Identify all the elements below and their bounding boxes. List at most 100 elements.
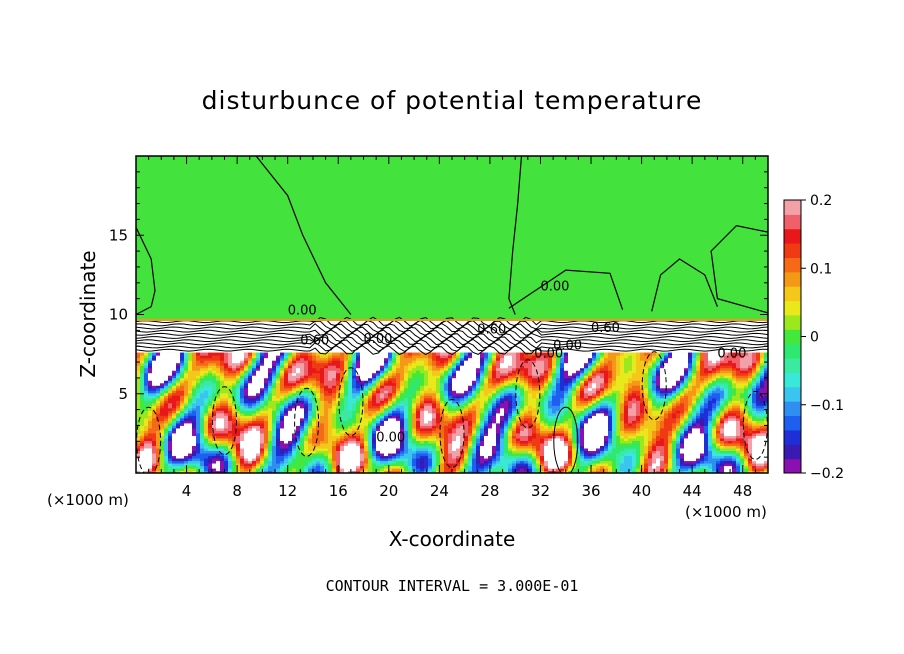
field-cell xyxy=(260,375,265,379)
field-cell xyxy=(548,377,553,381)
field-cell xyxy=(200,365,205,369)
field-cell xyxy=(344,442,349,446)
field-cell xyxy=(512,435,517,439)
field-cell xyxy=(500,422,505,426)
field-cell xyxy=(284,390,289,394)
field-cell xyxy=(488,422,493,426)
field-cell xyxy=(240,412,245,416)
field-cell xyxy=(540,435,545,439)
field-cell xyxy=(156,440,161,444)
field-cell xyxy=(316,370,321,374)
field-cell xyxy=(460,390,465,394)
field-cell xyxy=(144,377,149,381)
field-cell xyxy=(472,365,477,369)
field-cell xyxy=(544,447,549,452)
field-cell xyxy=(220,362,225,366)
field-cell xyxy=(392,425,397,429)
field-cell xyxy=(400,445,405,449)
field-cell xyxy=(424,362,429,366)
field-cell xyxy=(384,427,389,431)
field-cell xyxy=(240,355,245,359)
field-cell xyxy=(368,440,373,444)
field-cell xyxy=(360,470,365,473)
field-cell xyxy=(384,430,389,434)
field-cell xyxy=(372,392,377,396)
field-cell xyxy=(136,427,141,431)
field-cell xyxy=(268,470,273,473)
field-cell xyxy=(360,417,365,421)
field-cell xyxy=(528,370,533,374)
field-cell xyxy=(256,400,261,404)
field-cell xyxy=(400,452,405,457)
field-cell xyxy=(420,435,425,439)
field-cell xyxy=(428,382,433,386)
field-cell xyxy=(488,447,493,452)
field-cell xyxy=(408,425,413,429)
field-cell xyxy=(272,440,277,444)
field-cell xyxy=(212,360,217,364)
field-cell xyxy=(388,395,393,399)
field-cell xyxy=(172,355,177,359)
field-cell xyxy=(216,447,221,452)
field-cell xyxy=(360,445,365,449)
field-cell xyxy=(536,382,541,386)
field-cell xyxy=(464,437,469,441)
field-cell xyxy=(416,432,421,436)
field-cell xyxy=(532,415,537,419)
field-cell xyxy=(260,445,265,449)
field-cell xyxy=(168,387,173,391)
field-cell xyxy=(508,427,513,431)
field-cell xyxy=(328,395,333,399)
field-cell xyxy=(348,392,353,396)
field-cell xyxy=(400,470,405,473)
field-cell xyxy=(280,415,285,419)
field-cell xyxy=(436,397,441,401)
field-cell xyxy=(504,382,509,386)
field-cell xyxy=(160,447,165,452)
field-cell xyxy=(212,450,217,454)
field-cell xyxy=(188,435,193,439)
field-cell xyxy=(420,400,425,404)
field-cell xyxy=(356,467,361,472)
field-cell xyxy=(520,365,525,369)
field-cell xyxy=(528,415,533,419)
field-cell xyxy=(276,412,281,416)
field-cell xyxy=(180,450,185,454)
field-cell xyxy=(216,437,221,441)
field-cell xyxy=(140,377,145,381)
field-cell xyxy=(268,380,273,384)
field-cell xyxy=(504,397,509,401)
field-cell xyxy=(188,432,193,436)
field-cell xyxy=(228,397,233,401)
field-cell xyxy=(184,422,189,426)
field-cell xyxy=(464,372,469,376)
field-cell xyxy=(532,390,537,394)
field-cell xyxy=(364,360,369,364)
field-cell xyxy=(156,447,161,452)
field-cell xyxy=(172,430,177,434)
field-cell xyxy=(420,430,425,434)
field-cell xyxy=(384,397,389,401)
field-cell xyxy=(272,445,277,449)
field-cell xyxy=(352,470,357,473)
field-cell xyxy=(272,422,277,426)
field-cell xyxy=(328,467,333,472)
field-cell xyxy=(440,372,445,376)
field-cell xyxy=(144,385,149,389)
field-cell xyxy=(208,437,213,441)
field-cell xyxy=(172,405,177,409)
field-cell xyxy=(312,400,317,404)
field-cell xyxy=(332,407,337,411)
field-cell xyxy=(324,370,329,374)
field-cell xyxy=(184,427,189,431)
field-cell xyxy=(432,382,437,386)
field-cell xyxy=(364,470,369,473)
field-cell xyxy=(216,462,221,467)
field-cell xyxy=(492,432,497,436)
field-cell xyxy=(280,385,285,389)
field-cell xyxy=(300,402,305,406)
field-cell xyxy=(444,447,449,452)
field-cell xyxy=(400,432,405,436)
field-cell xyxy=(180,417,185,421)
field-cell xyxy=(400,380,405,384)
